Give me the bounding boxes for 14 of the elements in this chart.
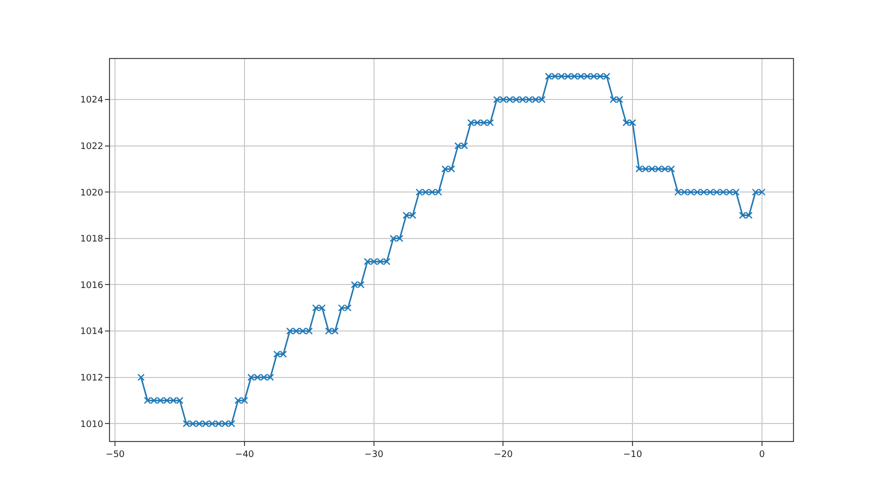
y-tick-label: 1014 bbox=[80, 327, 104, 338]
x-tick-label: −40 bbox=[235, 450, 254, 460]
y-tick-label: 1010 bbox=[80, 420, 104, 430]
y-tick-label: 1012 bbox=[80, 373, 104, 384]
x-tick-label: −30 bbox=[364, 450, 384, 460]
x-tick-label: 0 bbox=[759, 450, 766, 460]
x-tick-label: −10 bbox=[623, 450, 642, 460]
y-tick-label: 1020 bbox=[80, 188, 104, 198]
y-tick-label: 1024 bbox=[80, 96, 104, 106]
y-tick-label: 1016 bbox=[80, 280, 104, 291]
y-tick-label: 1022 bbox=[80, 142, 104, 152]
y-tick-label: 1018 bbox=[80, 234, 104, 245]
x-tick-label: −50 bbox=[106, 450, 125, 460]
x-tick-label: −20 bbox=[494, 450, 514, 460]
